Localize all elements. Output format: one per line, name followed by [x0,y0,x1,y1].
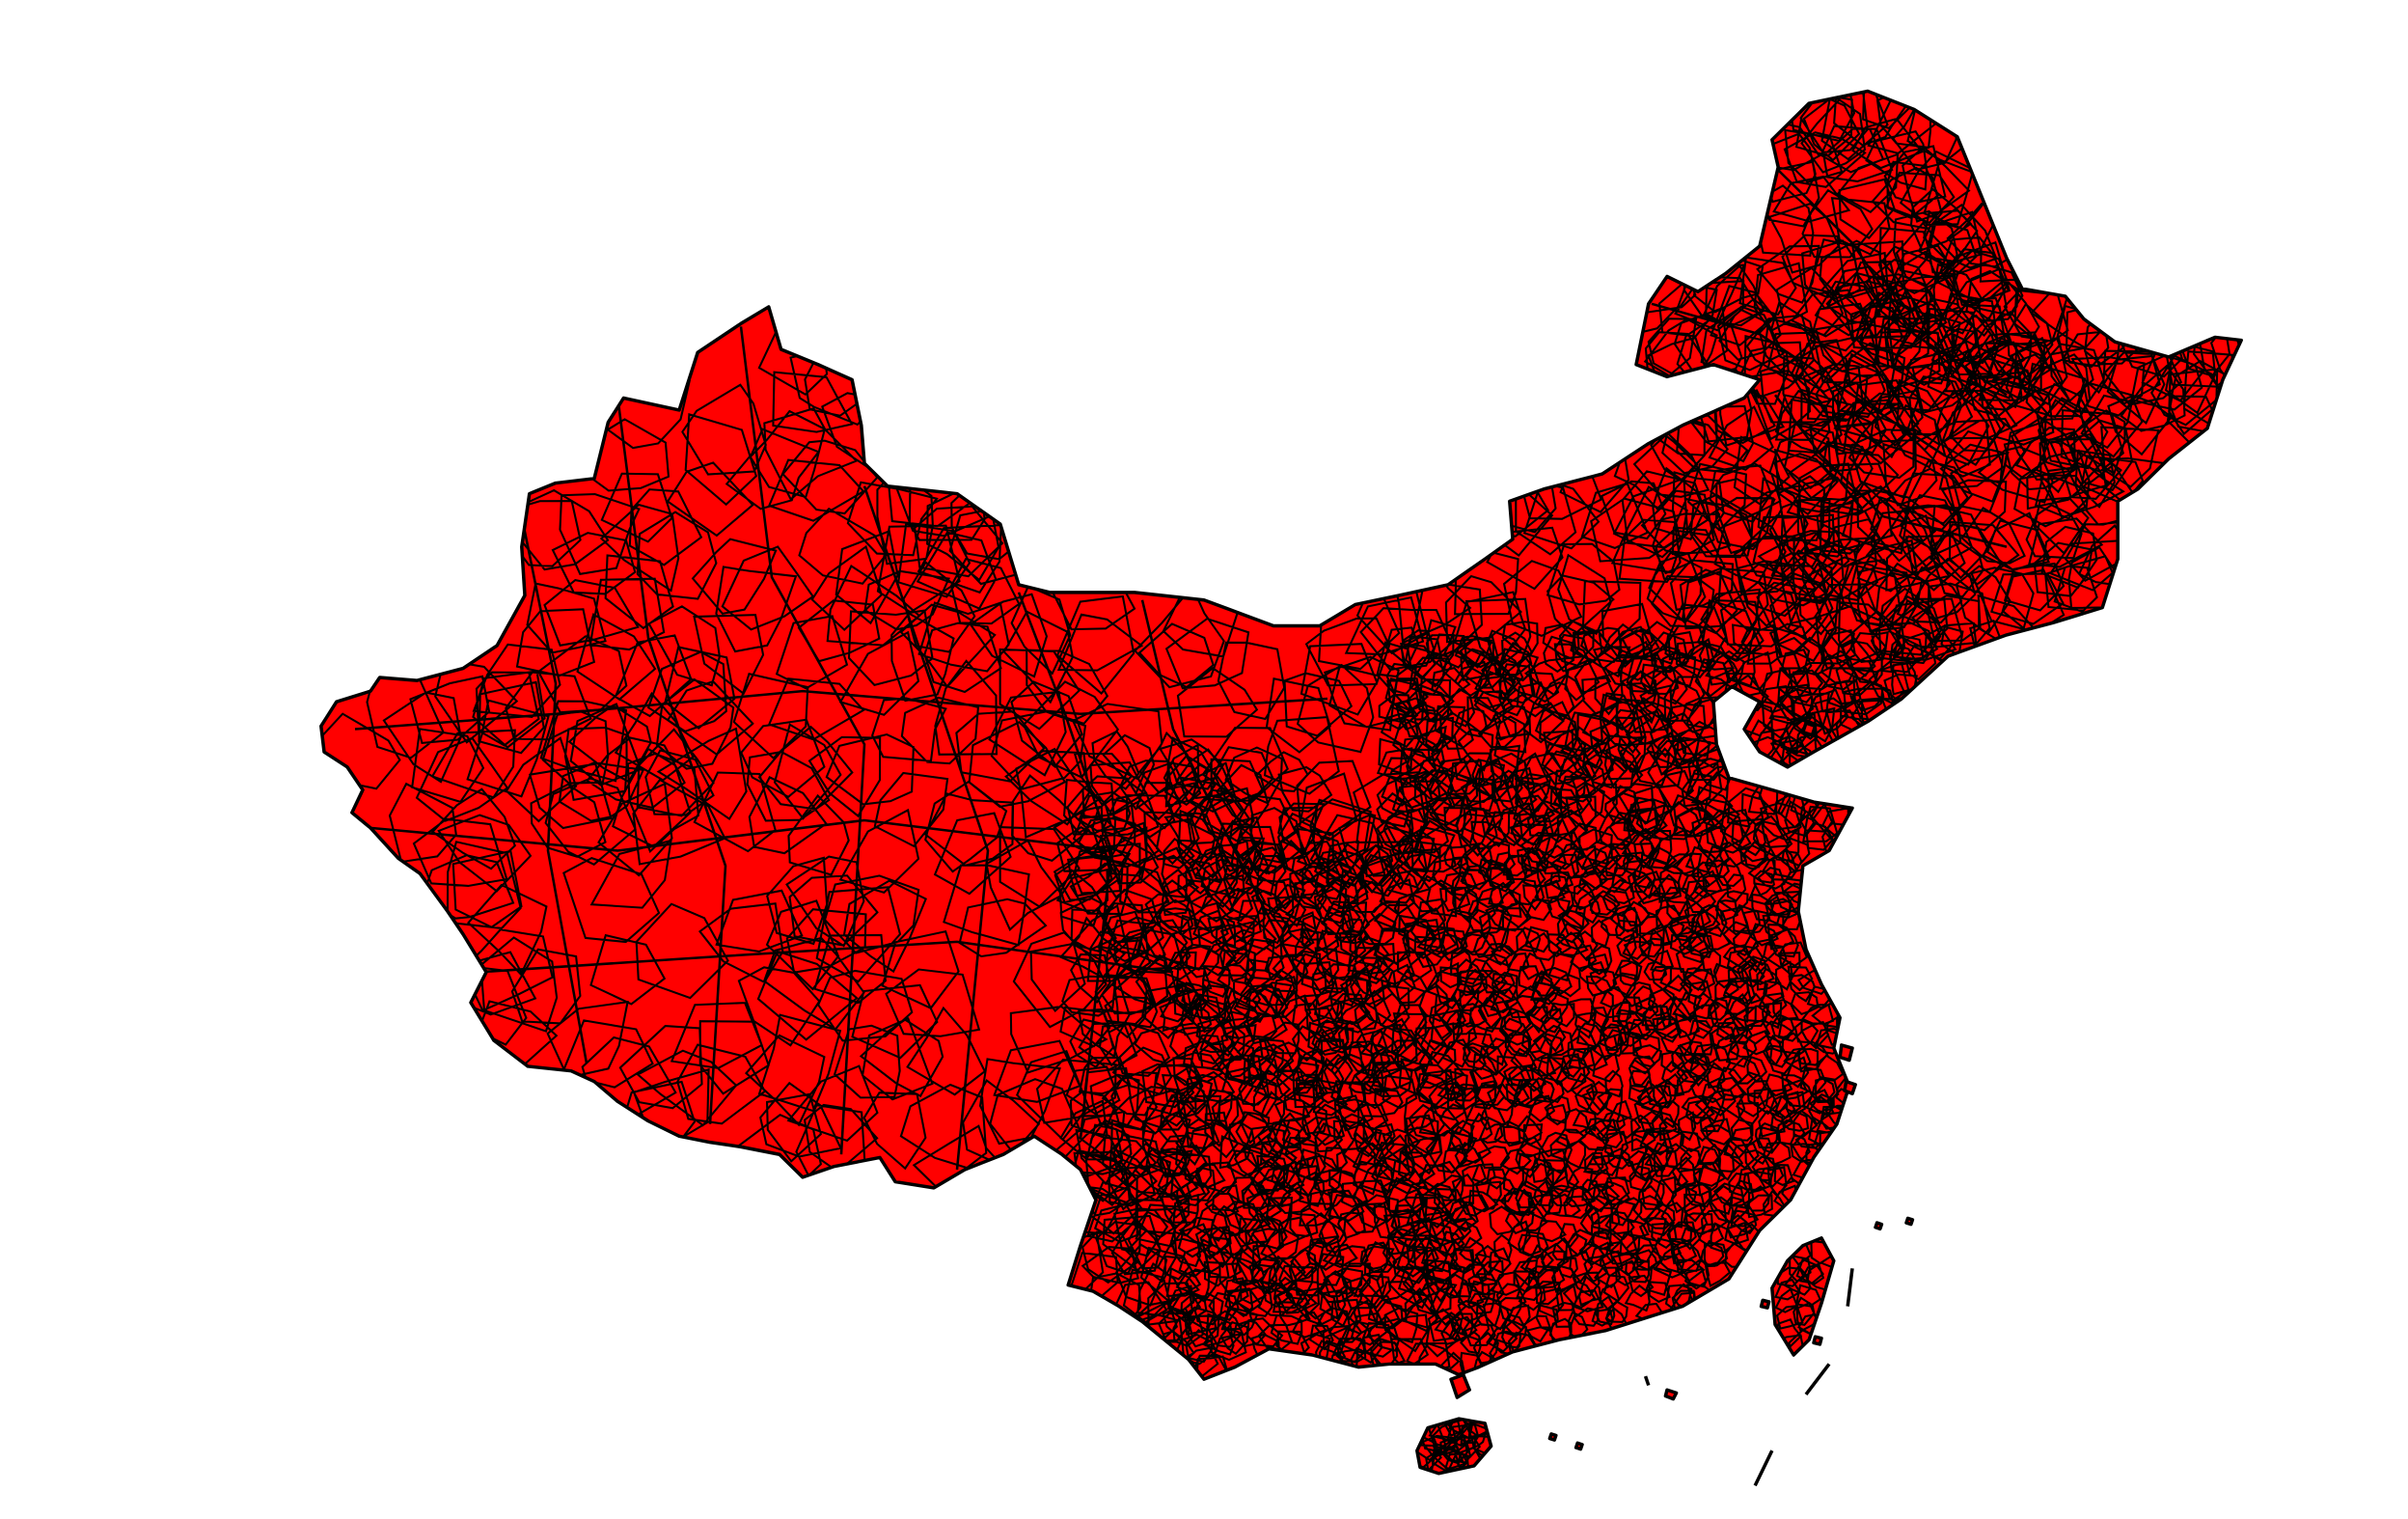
county-border-lines [1416,1419,1491,1474]
dash-line-segment [1753,1450,1774,1487]
dash-line-segment [1804,1363,1831,1395]
county-boundaries [320,91,2242,1380]
small-island [1812,1335,1823,1346]
dash-line-segment [1643,1375,1651,1387]
small-island [1843,1079,1857,1096]
small-island [1874,1221,1884,1231]
small-island [1449,1372,1471,1399]
dash-line-segment [1846,1268,1854,1307]
small-island [1759,1298,1771,1310]
small-island [1904,1216,1915,1227]
hainan-boundaries [1416,1419,1491,1474]
small-island [1663,1388,1679,1401]
small-islands [1449,721,1915,1487]
small-island [1838,1043,1854,1063]
small-island [1547,1432,1558,1442]
small-island [1801,721,1818,737]
province-border-lines [354,166,2008,1171]
small-island [1573,1441,1584,1451]
